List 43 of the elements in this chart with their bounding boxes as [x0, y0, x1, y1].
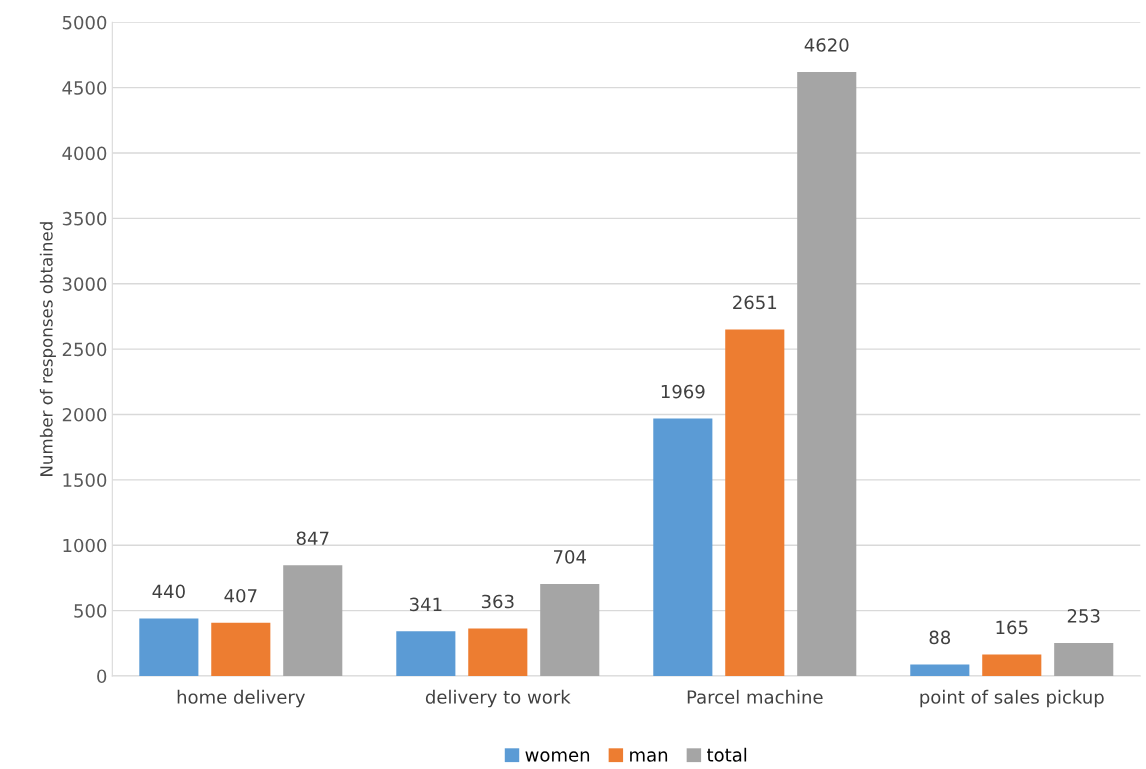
bar	[910, 664, 970, 676]
x-tick-label: point of sales pickup	[920, 689, 1104, 708]
y-tick-label: 4000	[62, 146, 107, 161]
bar	[396, 631, 456, 676]
data-label: 704	[554, 550, 586, 564]
y-tick-label: 1500	[63, 473, 107, 487]
bar	[540, 583, 600, 676]
bar	[468, 628, 528, 676]
x-tick-label: Parcel machine	[687, 689, 823, 704]
bar	[725, 329, 785, 676]
y-tick-label: 3000	[62, 277, 107, 291]
y-tick-label: 3500	[62, 211, 107, 226]
legend-label: total	[707, 747, 747, 762]
bar	[653, 418, 713, 676]
x-tick-label: delivery to work	[425, 689, 571, 708]
y-tick-label: 2500	[62, 342, 107, 357]
data-label: 88	[929, 630, 951, 645]
y-tick-label: 4500	[62, 81, 107, 95]
data-label: 363	[481, 594, 514, 609]
y-axis-title: Number of responses obtained	[39, 222, 56, 476]
data-label: 341	[409, 597, 442, 612]
data-label: 407	[224, 588, 257, 603]
data-label: 253	[1067, 609, 1100, 623]
data-label: 847	[296, 531, 329, 546]
bar	[211, 622, 271, 676]
bar	[139, 618, 199, 676]
data-label: 440	[152, 584, 185, 599]
data-label: 1969	[661, 384, 705, 399]
y-tick-label: 0	[97, 669, 107, 684]
y-tick-label: 1000	[63, 538, 107, 553]
data-label: 2651	[733, 295, 777, 310]
legend-label: women	[525, 751, 590, 762]
x-tick-label: home delivery	[177, 689, 305, 708]
y-tick-label: 500	[74, 604, 107, 618]
bar	[982, 654, 1042, 676]
bar	[1054, 642, 1114, 676]
data-label: 4620	[804, 38, 849, 52]
bar	[283, 565, 343, 676]
data-label: 165	[996, 620, 1028, 635]
legend-label: man	[630, 751, 668, 762]
bar	[797, 71, 857, 676]
y-tick-label: 2000	[62, 407, 107, 422]
y-tick-label: 5000	[62, 15, 107, 30]
